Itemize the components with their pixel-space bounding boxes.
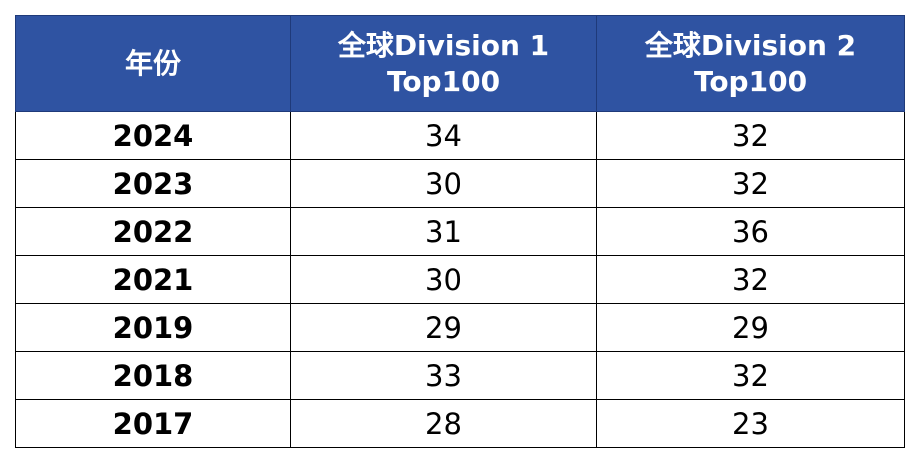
table-row: 2024 34 32: [15, 111, 905, 160]
cell-division-1: 30: [290, 159, 597, 208]
cell-year: 2021: [15, 255, 291, 304]
cell-division-2: 32: [596, 351, 905, 400]
header-year: 年份: [15, 15, 291, 112]
table-row: 2022 31 36: [15, 207, 905, 256]
header-year-line-1: 年份: [124, 46, 181, 80]
cell-division-1: 34: [290, 111, 597, 160]
data-table: 年份 全球Division 1 Top100 全球Division 2 Top1…: [15, 15, 905, 448]
cell-year: 2022: [15, 207, 291, 256]
cell-division-1: 28: [290, 399, 597, 448]
cell-year: 2017: [15, 399, 291, 448]
table-row: 2023 30 32: [15, 159, 905, 208]
header-row: 年份 全球Division 1 Top100 全球Division 2 Top1…: [15, 15, 905, 112]
header-division-2-line-2: Top100: [693, 64, 808, 98]
cell-division-2: 29: [596, 303, 905, 352]
cell-division-1: 29: [290, 303, 597, 352]
cell-division-2: 32: [596, 255, 905, 304]
header-division-2-line-1: 全球Division 2: [644, 28, 857, 62]
header-division-1-line-1: 全球Division 1: [337, 28, 550, 62]
cell-year: 2023: [15, 159, 291, 208]
cell-division-2: 32: [596, 111, 905, 160]
table-row: 2017 28 23: [15, 399, 905, 448]
header-division-1: 全球Division 1 Top100: [290, 15, 597, 112]
cell-division-1: 31: [290, 207, 597, 256]
cell-year: 2024: [15, 111, 291, 160]
header-division-1-line-2: Top100: [386, 64, 501, 98]
header-division-2: 全球Division 2 Top100: [596, 15, 905, 112]
table-row: 2021 30 32: [15, 255, 905, 304]
table-row: 2019 29 29: [15, 303, 905, 352]
cell-division-2: 32: [596, 159, 905, 208]
cell-division-2: 23: [596, 399, 905, 448]
cell-year: 2019: [15, 303, 291, 352]
table-row: 2018 33 32: [15, 351, 905, 400]
cell-division-1: 30: [290, 255, 597, 304]
cell-division-2: 36: [596, 207, 905, 256]
cell-division-1: 33: [290, 351, 597, 400]
table-container: 年份 全球Division 1 Top100 全球Division 2 Top1…: [15, 15, 905, 448]
cell-year: 2018: [15, 351, 291, 400]
